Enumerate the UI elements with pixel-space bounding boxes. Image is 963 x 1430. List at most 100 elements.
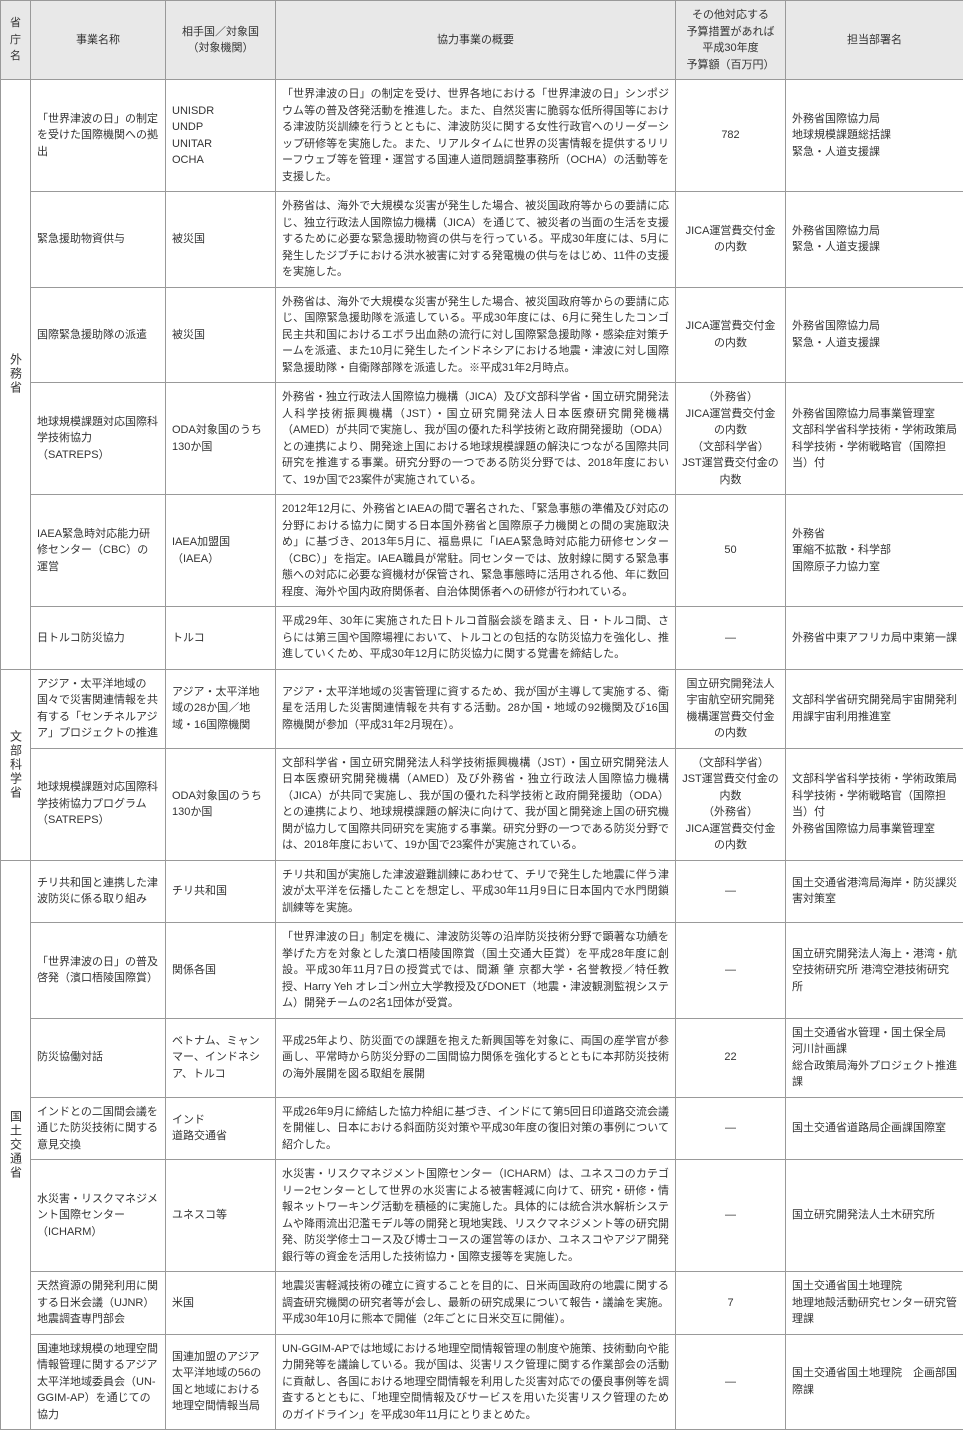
- dept-cell: 国土交通省港湾局海岸・防災課災害対策室: [786, 860, 963, 923]
- dept-cell: 外務省国際協力局地球規模課題総括課緊急・人道支援課: [786, 80, 963, 192]
- table-row: 防災協働対話ベトナム、ミャンマー、インドネシア、トルコ平成25年より、防災面での…: [1, 1018, 963, 1097]
- table-row: 国際緊急援助隊の派遣被災国外務省は、海外で大規模な災害が発生した場合、被災国政府…: [1, 287, 963, 383]
- budget-cell: （文部科学省）JST運営費交付金の内数（外務省）JICA運営費交付金の内数: [676, 748, 786, 860]
- partner-cell: チリ共和国: [166, 860, 276, 923]
- table-row: 水災害・リスクマネジメント国際センター（ICHARM）ユネスコ等水災害・リスクマ…: [1, 1160, 963, 1272]
- partner-cell: IAEA加盟国（IAEA）: [166, 495, 276, 607]
- name-cell: 緊急援助物資供与: [31, 192, 166, 288]
- table-row: インドとの二国間会議を通じた防災技術に関する意見交換インド道路交通省平成26年9…: [1, 1097, 963, 1160]
- partner-cell: ODA対象国のうち130か国: [166, 748, 276, 860]
- name-cell: 水災害・リスクマネジメント国際センター（ICHARM）: [31, 1160, 166, 1272]
- summary-cell: UN-GGIM-APでは地域における地理空間情報管理の制度や施策、技術動向や能力…: [276, 1334, 676, 1430]
- header-name: 事業名称: [31, 1, 166, 80]
- name-cell: インドとの二国間会議を通じた防災技術に関する意見交換: [31, 1097, 166, 1160]
- name-cell: チリ共和国と連携した津波防災に係る取り組み: [31, 860, 166, 923]
- budget-cell: JICA運営費交付金の内数: [676, 192, 786, 288]
- table-row: IAEA緊急時対応能力研修センター（CBC）の運営IAEA加盟国（IAEA）20…: [1, 495, 963, 607]
- dept-cell: 文部科学省科学技術・学術政策局科学技術・学術戦略官（国際担当）付外務省国際協力局…: [786, 748, 963, 860]
- summary-cell: 「世界津波の日」の制定を受け、世界各地における「世界津波の日」シンポジウム等の普…: [276, 80, 676, 192]
- summary-cell: 外務省・独立行政法人国際協力機構（JICA）及び文部科学省・国立研究開発法人科学…: [276, 383, 676, 495]
- header-dept: 担当部署名: [786, 1, 963, 80]
- summary-cell: チリ共和国が実施した津波避難訓練にあわせて、チリで発生した地震に伴う津波が太平洋…: [276, 860, 676, 923]
- budget-cell: JICA運営費交付金の内数: [676, 287, 786, 383]
- dept-cell: 文部科学省研究開発局宇宙開発利用課宇宙利用推進室: [786, 669, 963, 748]
- table-row: 日トルコ防災協力トルコ平成29年、30年に実施された日トルコ首脳会談を踏まえ、日…: [1, 607, 963, 670]
- dept-cell: 国土交通省水管理・国土保全局 河川計画課総合政策局海外プロジェクト推進課: [786, 1018, 963, 1097]
- dept-cell: 国立研究開発法人土木研究所: [786, 1160, 963, 1272]
- summary-cell: 水災害・リスクマネジメント国際センター（ICHARM）は、ユネスコのカテゴリー2…: [276, 1160, 676, 1272]
- name-cell: 「世界津波の日」の普及啓発（濱口梧陵国際賞）: [31, 923, 166, 1019]
- budget-cell: —: [676, 1097, 786, 1160]
- budget-cell: 国立研究開発法人宇宙航空研究開発機構運営費交付金の内数: [676, 669, 786, 748]
- budget-cell: 782: [676, 80, 786, 192]
- cooperation-table: 省庁名 事業名称 相手国／対象国（対象機関） 協力事業の概要 その他対応する予算…: [0, 0, 963, 1430]
- summary-cell: 地震災害軽減技術の確立に資することを目的に、日米両国政府の地震に関する調査研究機…: [276, 1272, 676, 1335]
- summary-cell: 外務省は、海外で大規模な災害が発生した場合、被災国政府等からの要請に応じ、独立行…: [276, 192, 676, 288]
- partner-cell: 国連加盟のアジア太平洋地域の56の国と地域における地理空間情報当局: [166, 1334, 276, 1430]
- partner-cell: ベトナム、ミャンマー、インドネシア、トルコ: [166, 1018, 276, 1097]
- dept-cell: 外務省国際協力局緊急・人道支援課: [786, 287, 963, 383]
- ministry-cell: 文部科学省: [1, 669, 31, 860]
- summary-cell: 「世界津波の日」制定を機に、津波防災等の沿岸防災技術分野で顕著な功績を挙げた方を…: [276, 923, 676, 1019]
- header-ministry: 省庁名: [1, 1, 31, 80]
- header-summary: 協力事業の概要: [276, 1, 676, 80]
- name-cell: 国連地球規模の地理空間情報管理に関するアジア太平洋地域委員会（UN-GGIM-A…: [31, 1334, 166, 1430]
- name-cell: 地球規模課題対応国際科学技術協力（SATREPS）: [31, 383, 166, 495]
- table-row: 地球規模課題対応国際科学技術協力（SATREPS）ODA対象国のうち130か国外…: [1, 383, 963, 495]
- name-cell: 地球規模課題対応国際科学技術協力プログラム（SATREPS）: [31, 748, 166, 860]
- budget-cell: —: [676, 923, 786, 1019]
- budget-cell: —: [676, 607, 786, 670]
- summary-cell: 2012年12月に、外務省とIAEAの間で署名された、「緊急事態の準備及び対応の…: [276, 495, 676, 607]
- table-row: 国土交通省チリ共和国と連携した津波防災に係る取り組みチリ共和国チリ共和国が実施し…: [1, 860, 963, 923]
- budget-cell: 50: [676, 495, 786, 607]
- budget-cell: —: [676, 860, 786, 923]
- dept-cell: 外務省中東アフリカ局中東第一課: [786, 607, 963, 670]
- table-row: 外務省「世界津波の日」の制定を受けた国際機関への拠出UNISDRUNDPUNIT…: [1, 80, 963, 192]
- summary-cell: 外務省は、海外で大規模な災害が発生した場合、被災国政府等からの要請に応じ、国際緊…: [276, 287, 676, 383]
- partner-cell: ODA対象国のうち130か国: [166, 383, 276, 495]
- partner-cell: 米国: [166, 1272, 276, 1335]
- partner-cell: ユネスコ等: [166, 1160, 276, 1272]
- dept-cell: 外務省国際協力局事業管理室文部科学省科学技術・学術政策局科学技術・学術戦略官（国…: [786, 383, 963, 495]
- partner-cell: インド道路交通省: [166, 1097, 276, 1160]
- summary-cell: 平成29年、30年に実施された日トルコ首脳会談を踏まえ、日・トルコ間、さらには第…: [276, 607, 676, 670]
- header-partner: 相手国／対象国（対象機関）: [166, 1, 276, 80]
- name-cell: IAEA緊急時対応能力研修センター（CBC）の運営: [31, 495, 166, 607]
- ministry-cell: 国土交通省: [1, 860, 31, 1430]
- table-row: 地球規模課題対応国際科学技術協力プログラム（SATREPS）ODA対象国のうち1…: [1, 748, 963, 860]
- dept-cell: 国土交通省国土地理院 企画部国際課: [786, 1334, 963, 1430]
- name-cell: 「世界津波の日」の制定を受けた国際機関への拠出: [31, 80, 166, 192]
- partner-cell: 被災国: [166, 192, 276, 288]
- name-cell: 天然資源の開発利用に関する日米会議（UJNR）地震調査専門部会: [31, 1272, 166, 1335]
- dept-cell: 国土交通省国土地理院地理地殻活動研究センター研究管理課: [786, 1272, 963, 1335]
- table-row: 文部科学省アジア・太平洋地域の国々で災害関連情報を共有する「センチネルアジア」プ…: [1, 669, 963, 748]
- dept-cell: 外務省国際協力局緊急・人道支援課: [786, 192, 963, 288]
- budget-cell: 7: [676, 1272, 786, 1335]
- table-row: 「世界津波の日」の普及啓発（濱口梧陵国際賞）関係各国「世界津波の日」制定を機に、…: [1, 923, 963, 1019]
- ministry-cell: 外務省: [1, 80, 31, 670]
- table-row: 緊急援助物資供与被災国外務省は、海外で大規模な災害が発生した場合、被災国政府等か…: [1, 192, 963, 288]
- summary-cell: 平成26年9月に締結した協力枠組に基づき、インドにて第5回日印道路交流会議を開催…: [276, 1097, 676, 1160]
- partner-cell: トルコ: [166, 607, 276, 670]
- name-cell: 日トルコ防災協力: [31, 607, 166, 670]
- partner-cell: 被災国: [166, 287, 276, 383]
- partner-cell: UNISDRUNDPUNITAROCHA: [166, 80, 276, 192]
- budget-cell: 22: [676, 1018, 786, 1097]
- name-cell: アジア・太平洋地域の国々で災害関連情報を共有する「センチネルアジア」プロジェクト…: [31, 669, 166, 748]
- dept-cell: 国土交通省道路局企画課国際室: [786, 1097, 963, 1160]
- summary-cell: 文部科学省・国立研究開発法人科学技術振興機構（JST）・国立研究開発法人日本医療…: [276, 748, 676, 860]
- partner-cell: 関係各国: [166, 923, 276, 1019]
- budget-cell: （外務省）JICA運営費交付金の内数（文部科学省）JST運営費交付金の内数: [676, 383, 786, 495]
- summary-cell: 平成25年より、防災面での課題を抱えた新興国等を対象に、両国の産学官が参画し、平…: [276, 1018, 676, 1097]
- header-row: 省庁名 事業名称 相手国／対象国（対象機関） 協力事業の概要 その他対応する予算…: [1, 1, 963, 80]
- budget-cell: —: [676, 1160, 786, 1272]
- partner-cell: アジア・太平洋地域の28か国／地域・16国際機関: [166, 669, 276, 748]
- table-row: 国連地球規模の地理空間情報管理に関するアジア太平洋地域委員会（UN-GGIM-A…: [1, 1334, 963, 1430]
- dept-cell: 国立研究開発法人海上・港湾・航空技術研究所 港湾空港技術研究所: [786, 923, 963, 1019]
- dept-cell: 外務省軍縮不拡散・科学部国際原子力協力室: [786, 495, 963, 607]
- name-cell: 防災協働対話: [31, 1018, 166, 1097]
- budget-cell: —: [676, 1334, 786, 1430]
- name-cell: 国際緊急援助隊の派遣: [31, 287, 166, 383]
- header-budget: その他対応する予算措置があれば平成30年度予算額（百万円）: [676, 1, 786, 80]
- table-row: 天然資源の開発利用に関する日米会議（UJNR）地震調査専門部会米国地震災害軽減技…: [1, 1272, 963, 1335]
